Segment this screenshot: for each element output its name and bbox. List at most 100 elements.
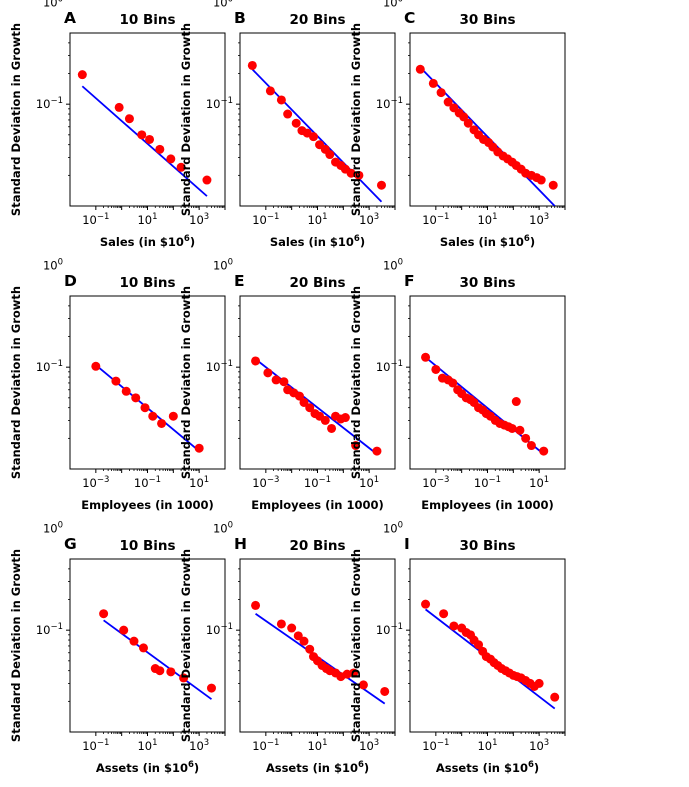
- panel-title: 30 Bins: [459, 12, 515, 28]
- y-axis-label: Standard Deviation in Growth: [9, 549, 23, 742]
- data-point: [119, 625, 129, 635]
- data-points: [247, 60, 386, 190]
- data-point: [354, 170, 364, 180]
- panel-letter: G: [64, 535, 77, 553]
- data-point: [428, 78, 438, 88]
- y-axis-label: Standard Deviation in Growth: [179, 286, 193, 479]
- data-point: [526, 441, 536, 451]
- panel-title: 20 Bins: [289, 275, 345, 291]
- x-tick-label: 101: [477, 212, 497, 227]
- y-tick-label: 100: [213, 520, 233, 535]
- data-point: [463, 118, 473, 128]
- data-point: [124, 114, 134, 124]
- panel-letter: C: [404, 9, 415, 27]
- data-points: [77, 70, 212, 185]
- plot-frame: [239, 295, 396, 470]
- x-tick-label: 10−1: [422, 738, 449, 753]
- y-axis-label: Standard Deviation in Growth: [179, 23, 193, 216]
- y-axis-ticks: [236, 305, 240, 439]
- x-axis-label: Employees (in 1000): [421, 498, 554, 512]
- data-point: [291, 118, 301, 128]
- y-axis-ticks: [66, 305, 70, 439]
- data-points: [421, 352, 549, 456]
- data-point: [372, 446, 382, 456]
- x-axis-ticks: [95, 732, 226, 736]
- plot-frame: [409, 558, 566, 733]
- x-tick-label: 10−3: [82, 475, 109, 490]
- panel-letter: B: [234, 9, 246, 27]
- data-point: [325, 150, 335, 160]
- panel-a: A 10 Bins 10−1 101 103 10−1 100 Sales (in $106)…: [9, 0, 226, 249]
- x-tick-label: 10−3: [422, 475, 449, 490]
- y-axis-label: Standard Deviation in Growth: [349, 23, 363, 216]
- x-tick-label: 101: [307, 212, 327, 227]
- y-axis-ticks: [66, 568, 70, 702]
- panel-d: D 10 Bins 10−3 10−1 101 10−1 100 Employees (in …: [9, 257, 226, 512]
- data-point: [308, 132, 318, 142]
- data-point: [202, 175, 212, 185]
- data-points: [91, 361, 204, 453]
- data-points: [421, 599, 560, 702]
- panel-letter: F: [404, 272, 415, 290]
- y-tick-label: 10−1: [36, 96, 63, 111]
- x-tick-label: 101: [137, 738, 157, 753]
- data-point: [293, 631, 303, 641]
- data-point: [265, 86, 275, 96]
- x-tick-label: 101: [477, 738, 497, 753]
- x-tick-label: 103: [529, 212, 549, 227]
- panel-letter: D: [64, 272, 77, 290]
- x-axis-label: Employees (in 1000): [251, 498, 384, 512]
- y-tick-label: 100: [43, 520, 63, 535]
- y-tick-label: 10−1: [206, 359, 233, 374]
- data-point: [346, 168, 356, 178]
- panel-letter: A: [64, 9, 76, 27]
- y-axis-label: Standard Deviation in Growth: [179, 549, 193, 742]
- y-axis-ticks: [406, 568, 410, 702]
- y-tick-label: 100: [213, 0, 233, 9]
- data-point: [358, 680, 368, 690]
- data-point: [276, 95, 286, 105]
- x-tick-label: 101: [137, 212, 157, 227]
- data-point: [176, 162, 186, 172]
- data-point: [166, 154, 176, 164]
- x-axis-label: Assets (in $106): [266, 760, 369, 775]
- plot-frame: [69, 32, 226, 207]
- panel-title: 20 Bins: [289, 538, 345, 554]
- y-tick-label: 10−1: [206, 622, 233, 637]
- panel-c: C 30 Bins 10−1 101 103 10−1 100 Sales (in $106)…: [349, 0, 566, 249]
- panel-title: 10 Bins: [119, 12, 175, 28]
- x-tick-label: 10−1: [82, 212, 109, 227]
- y-axis-label: Standard Deviation in Growth: [349, 549, 363, 742]
- x-tick-label: 10−1: [474, 475, 501, 490]
- y-axis-ticks: [406, 42, 410, 176]
- x-axis-ticks: [95, 206, 226, 210]
- x-tick-label: 101: [307, 738, 327, 753]
- x-tick-label: 10−1: [422, 212, 449, 227]
- panel-i: I 30 Bins 10−1 101 103 10−1 100 Assets (in $106…: [349, 520, 566, 775]
- data-point: [77, 70, 87, 80]
- x-tick-label: 10−1: [252, 212, 279, 227]
- y-tick-label: 100: [43, 257, 63, 272]
- y-tick-label: 100: [383, 0, 403, 9]
- x-axis-label: Employees (in 1000): [81, 498, 214, 512]
- data-point: [539, 446, 549, 456]
- y-tick-label: 10−1: [376, 96, 403, 111]
- y-axis-ticks: [236, 42, 240, 176]
- panel-b: B 20 Bins 10−1 101 103 10−1 100 Sales (in $106)…: [179, 0, 396, 249]
- y-tick-label: 100: [213, 257, 233, 272]
- x-axis-ticks: [265, 206, 396, 210]
- panel-letter: I: [404, 535, 410, 553]
- data-point: [415, 64, 425, 74]
- fit-line: [254, 358, 378, 455]
- data-point: [157, 418, 167, 428]
- y-axis-label: Standard Deviation in Growth: [9, 286, 23, 479]
- panel-h: H 20 Bins 10−1 101 103 10−1 100 Assets (in $106…: [179, 520, 396, 775]
- panel-title: 10 Bins: [119, 275, 175, 291]
- data-points: [251, 356, 382, 456]
- data-point: [421, 599, 431, 609]
- x-tick-label: 10−1: [252, 738, 279, 753]
- data-point: [276, 619, 286, 629]
- data-point: [474, 640, 484, 650]
- data-point: [340, 413, 350, 423]
- data-point: [439, 609, 449, 619]
